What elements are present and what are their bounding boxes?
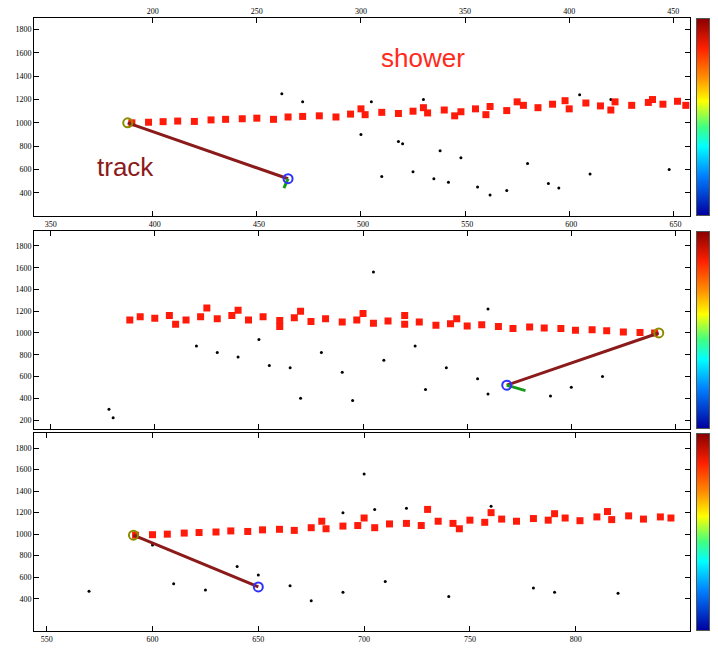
svg-text:1400: 1400: [15, 285, 31, 294]
svg-text:1600: 1600: [15, 264, 31, 273]
svg-text:450: 450: [667, 7, 679, 16]
svg-text:400: 400: [563, 7, 575, 16]
svg-text:shower: shower: [381, 43, 465, 73]
svg-text:600: 600: [147, 635, 159, 644]
svg-text:1800: 1800: [15, 242, 31, 251]
svg-text:800: 800: [19, 351, 31, 360]
svg-text:600: 600: [19, 165, 31, 174]
svg-text:400: 400: [149, 220, 161, 229]
svg-text:1200: 1200: [15, 307, 31, 316]
svg-text:1800: 1800: [15, 444, 31, 453]
svg-text:800: 800: [570, 635, 582, 644]
svg-text:800: 800: [19, 142, 31, 151]
svg-text:600: 600: [565, 220, 577, 229]
svg-text:700: 700: [358, 635, 370, 644]
svg-text:300: 300: [355, 7, 367, 16]
svg-text:1000: 1000: [15, 119, 31, 128]
svg-text:400: 400: [19, 189, 31, 198]
svg-text:1400: 1400: [15, 487, 31, 496]
svg-text:800: 800: [19, 551, 31, 560]
svg-text:550: 550: [461, 220, 473, 229]
svg-text:650: 650: [669, 220, 681, 229]
svg-text:250: 250: [251, 7, 263, 16]
svg-text:track: track: [97, 152, 154, 182]
svg-text:450: 450: [253, 220, 265, 229]
svg-text:200: 200: [147, 7, 159, 16]
svg-text:600: 600: [19, 573, 31, 582]
svg-text:1600: 1600: [15, 49, 31, 58]
svg-text:1200: 1200: [15, 95, 31, 104]
svg-text:550: 550: [41, 635, 53, 644]
svg-text:500: 500: [357, 220, 369, 229]
svg-text:350: 350: [45, 220, 57, 229]
svg-text:1000: 1000: [15, 530, 31, 539]
svg-text:200: 200: [19, 416, 31, 425]
svg-text:600: 600: [19, 372, 31, 381]
svg-text:1600: 1600: [15, 465, 31, 474]
svg-text:750: 750: [464, 635, 476, 644]
svg-text:1200: 1200: [15, 508, 31, 517]
svg-text:350: 350: [459, 7, 471, 16]
svg-text:650: 650: [252, 635, 264, 644]
svg-text:1800: 1800: [15, 25, 31, 34]
svg-text:1000: 1000: [15, 329, 31, 338]
svg-text:1400: 1400: [15, 72, 31, 81]
svg-text:400: 400: [19, 394, 31, 403]
svg-text:400: 400: [19, 595, 31, 604]
